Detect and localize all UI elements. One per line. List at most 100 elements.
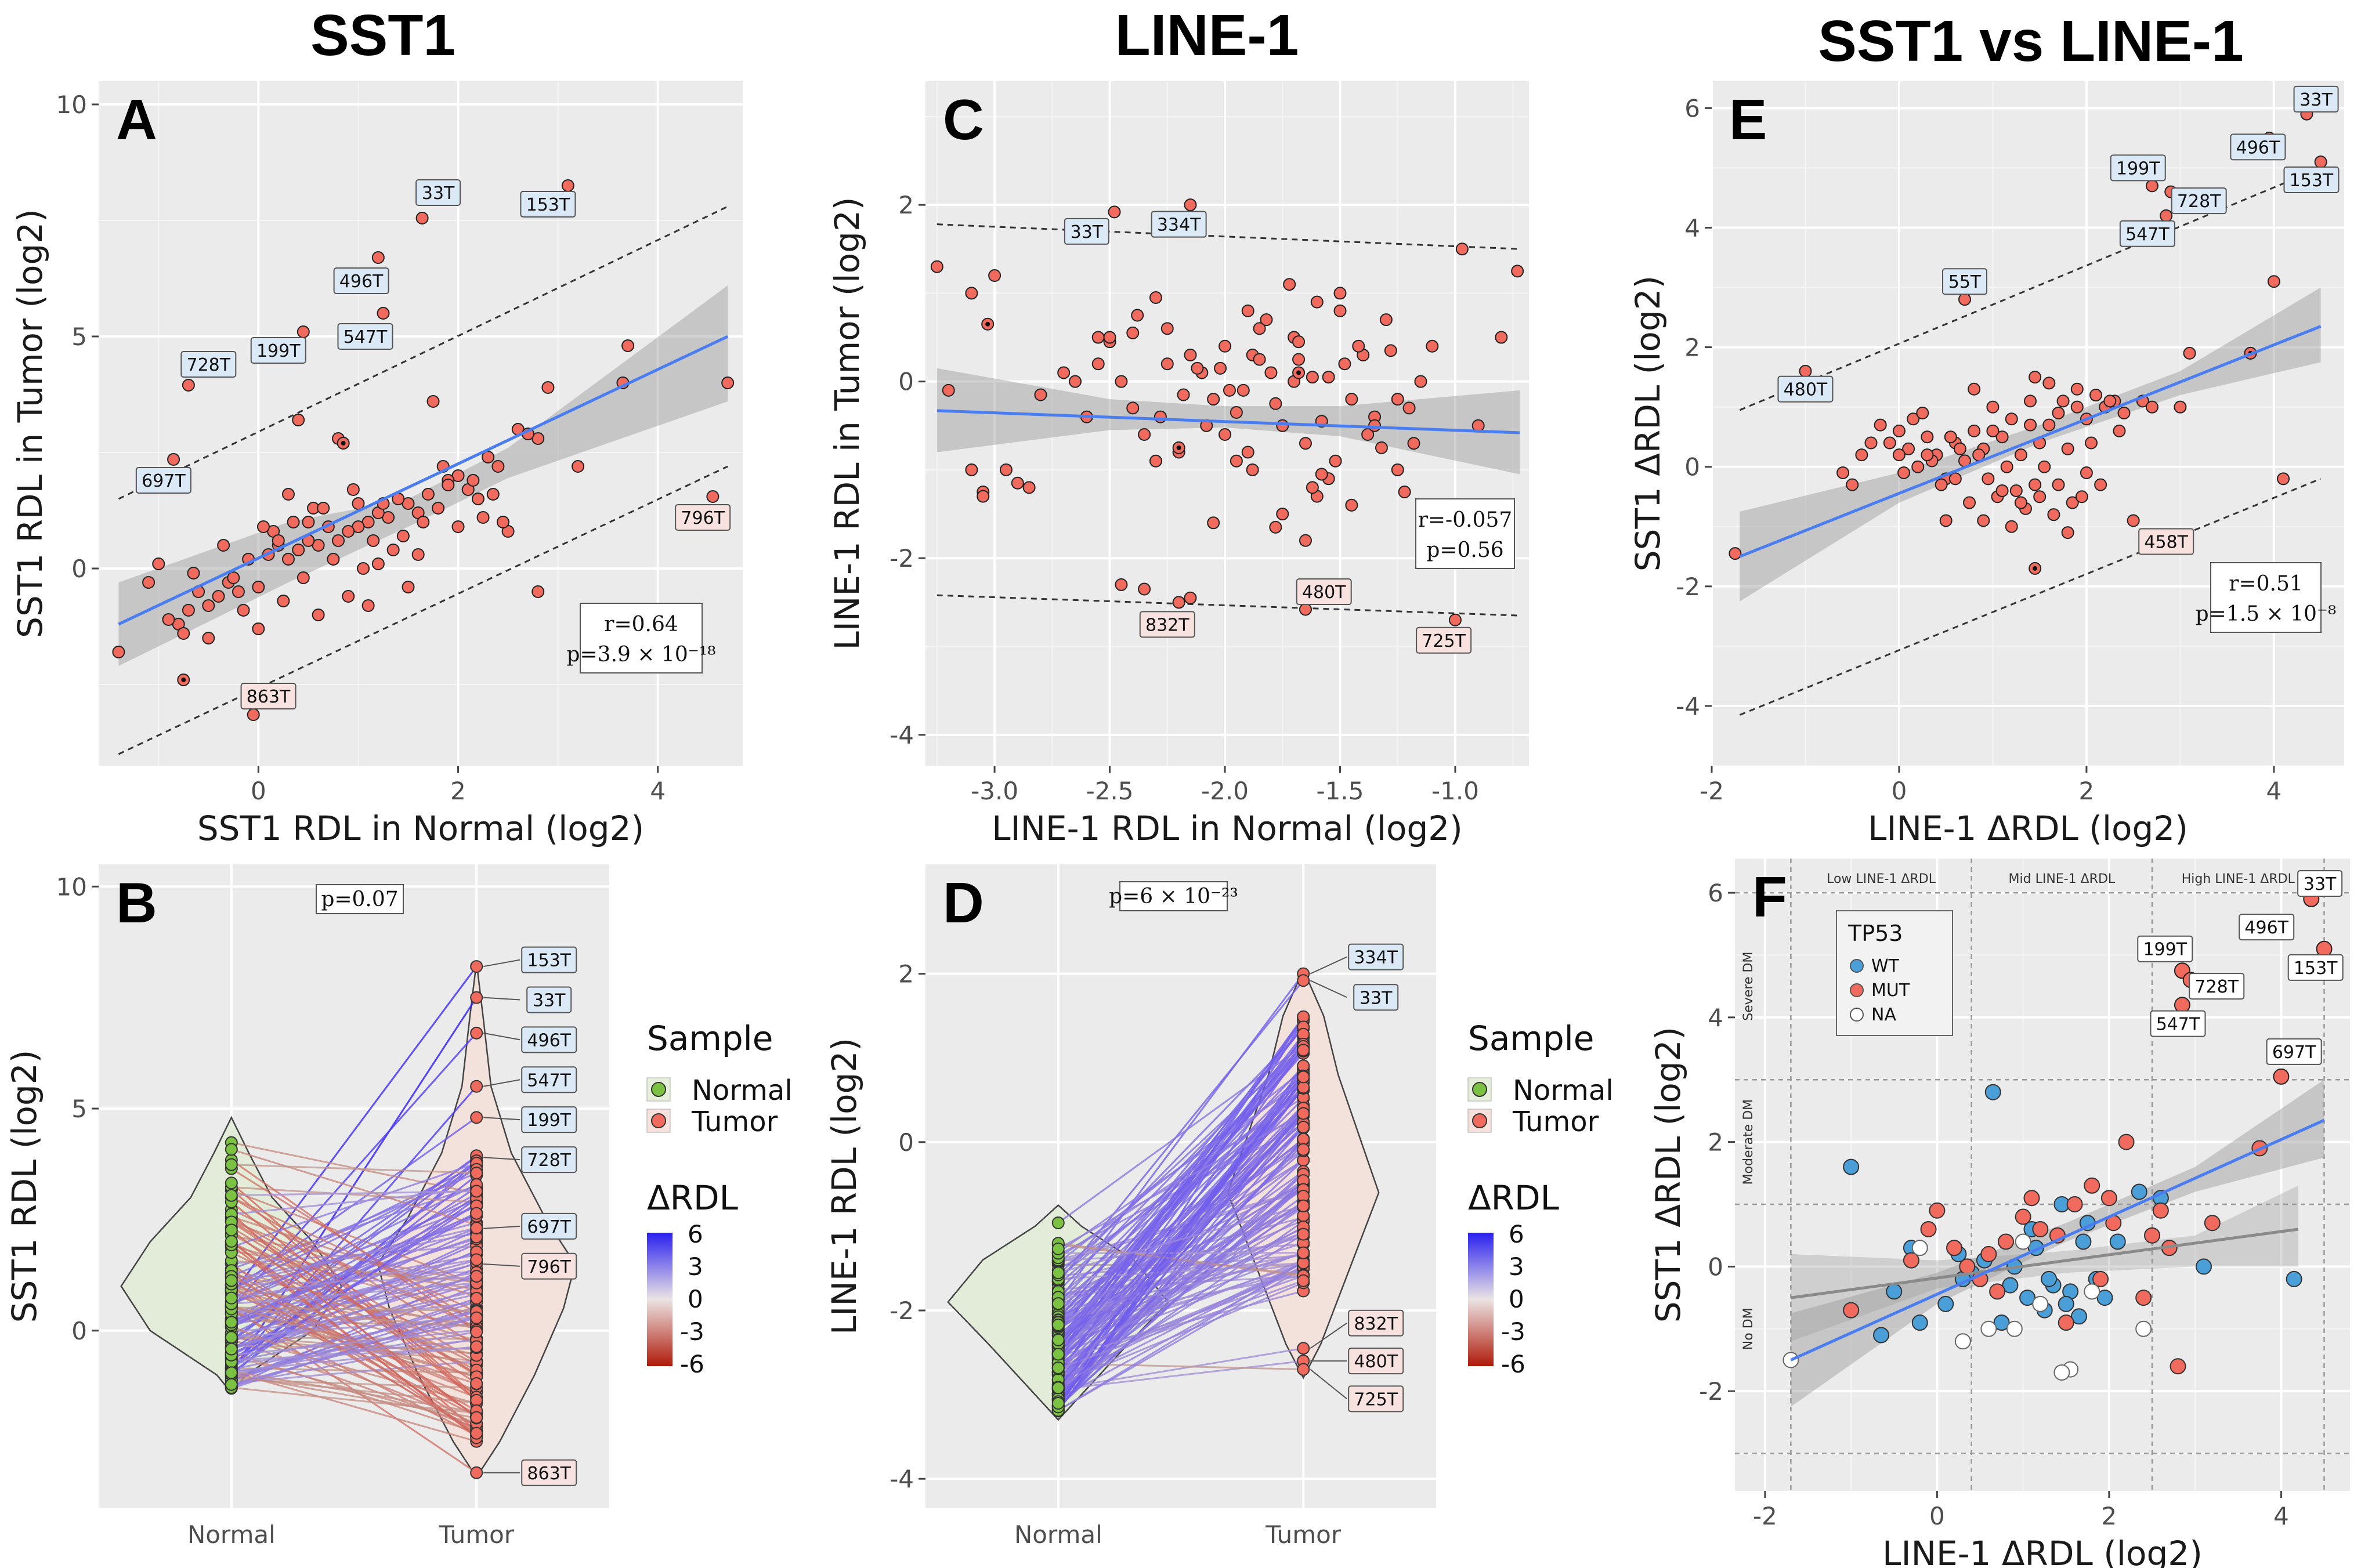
data-point: [482, 451, 495, 463]
sample-label-text: 832T: [1354, 1314, 1398, 1334]
paired-line: [1058, 1226, 1304, 1364]
paired-line: [1057, 1179, 1304, 1342]
data-point: [2000, 460, 2013, 473]
legend-tp53-label: NA: [1871, 1005, 1896, 1025]
sample-label-text: 728T: [2177, 191, 2221, 212]
sample-label-box: [2239, 914, 2295, 941]
data-point: [287, 516, 300, 528]
data-point-wt: [1993, 1314, 2010, 1331]
stats-r: r=-0.057: [1418, 508, 1513, 532]
paired-line: [1057, 1045, 1304, 1276]
legend-drdl-tick: -6: [1501, 1350, 1525, 1378]
tick-label-x: 4: [650, 777, 666, 805]
data-point: [965, 287, 978, 300]
legend-tp53-title: TP53: [1847, 921, 1903, 946]
data-point: [572, 460, 585, 473]
data-point: [327, 553, 340, 566]
data-point: [721, 376, 735, 389]
data-point: [1149, 291, 1162, 305]
data-point: [2145, 400, 2158, 414]
sample-label-text: 697T: [2272, 1042, 2316, 1063]
paired-line: [1058, 1347, 1304, 1390]
sample-label-text: 547T: [2156, 1015, 2200, 1035]
data-point: [252, 581, 265, 593]
data-point: [1103, 331, 1116, 344]
paired-line: [1058, 1252, 1304, 1254]
data-point: [1963, 496, 1976, 509]
data-point: [1315, 468, 1328, 481]
data-point: [177, 627, 190, 640]
data-point: [281, 553, 295, 566]
bound-line: [937, 223, 1520, 250]
normal-point: [1051, 1396, 1065, 1410]
data-point: [1874, 418, 1887, 432]
panel-A: 0 2 4 0 5 10 33T 153T 496T 547T 199T 728T 697T 796T 86…: [10, 81, 743, 848]
region-label-y: Moderate DM: [1741, 1099, 1756, 1185]
data-point: [621, 339, 635, 352]
data-point: [1219, 339, 1232, 353]
legend-tp53-dot: [1850, 959, 1864, 973]
data-point-wt: [2195, 1258, 2212, 1275]
paired-line: [231, 1275, 477, 1412]
sample-label-box: [1348, 943, 1404, 971]
tumor-point: [470, 1207, 483, 1220]
data-point: [1333, 287, 1347, 300]
label-leader: [1310, 1368, 1347, 1400]
data-point: [312, 609, 325, 621]
tick-label-x: -2.0: [1201, 777, 1249, 805]
data-point: [2056, 394, 2070, 408]
data-point: [152, 557, 165, 570]
bound-line: [118, 205, 728, 500]
data-point-marker: [2033, 566, 2038, 571]
sample-label-box: [521, 1106, 577, 1134]
data-point: [1131, 309, 1144, 322]
sample-label-box: [526, 986, 572, 1013]
data-point-mut: [1980, 1245, 1997, 1262]
sample-label-text: 199T: [256, 341, 301, 361]
sample-label-text: 33T: [2304, 874, 2337, 895]
data-point: [227, 571, 240, 584]
legend-drdl-tick: 6: [688, 1220, 703, 1248]
data-point: [232, 585, 245, 598]
legend-drdl-tick: -6: [680, 1350, 704, 1378]
tick-label-y: 5: [71, 323, 87, 351]
data-point-marker: [1176, 445, 1181, 450]
tumor-point: [470, 1167, 483, 1180]
data-point: [1276, 508, 1289, 521]
stats-box: [1415, 498, 1515, 569]
y-axis-title: SST1 ΔRDL (log2): [1648, 1027, 1688, 1323]
data-point: [1149, 454, 1162, 468]
normal-point: [1051, 1216, 1065, 1230]
paired-line: [230, 1155, 478, 1341]
data-point: [1329, 454, 1342, 468]
data-point-labeled: [1958, 293, 1971, 306]
data-point: [1729, 547, 1742, 560]
data-point-wt: [2071, 1308, 2088, 1325]
data-point-mut: [2032, 1221, 2049, 1237]
normal-point: [1051, 1381, 1065, 1395]
data-point-wt: [2041, 1270, 2058, 1287]
tick-label-y: -2: [890, 544, 914, 573]
paired-line: [1058, 1252, 1304, 1324]
tumor-point: [470, 1426, 483, 1440]
legend-normal-dot: [651, 1082, 666, 1097]
sample-label-box: [2138, 528, 2194, 555]
tick-label-x: 2: [2079, 777, 2095, 805]
paired-line: [1058, 1280, 1304, 1370]
data-point: [1398, 486, 1411, 498]
sample-label-box: [1151, 211, 1207, 238]
data-point: [1916, 406, 1929, 419]
data-point: [1236, 383, 1250, 397]
normal-point: [225, 1223, 238, 1237]
data-point: [297, 571, 310, 584]
data-point-wt: [1984, 1084, 2001, 1100]
data-point-labeled: [1172, 596, 1185, 609]
data-point: [1126, 401, 1140, 415]
legend-drdl-tick: 6: [1509, 1220, 1524, 1248]
data-point: [402, 581, 415, 593]
data-point: [2014, 448, 2027, 462]
sample-label-text: 728T: [527, 1150, 571, 1171]
sample-label-box: [1353, 984, 1399, 1011]
fit-line: [1790, 1118, 2325, 1361]
data-point: [2024, 418, 2037, 432]
